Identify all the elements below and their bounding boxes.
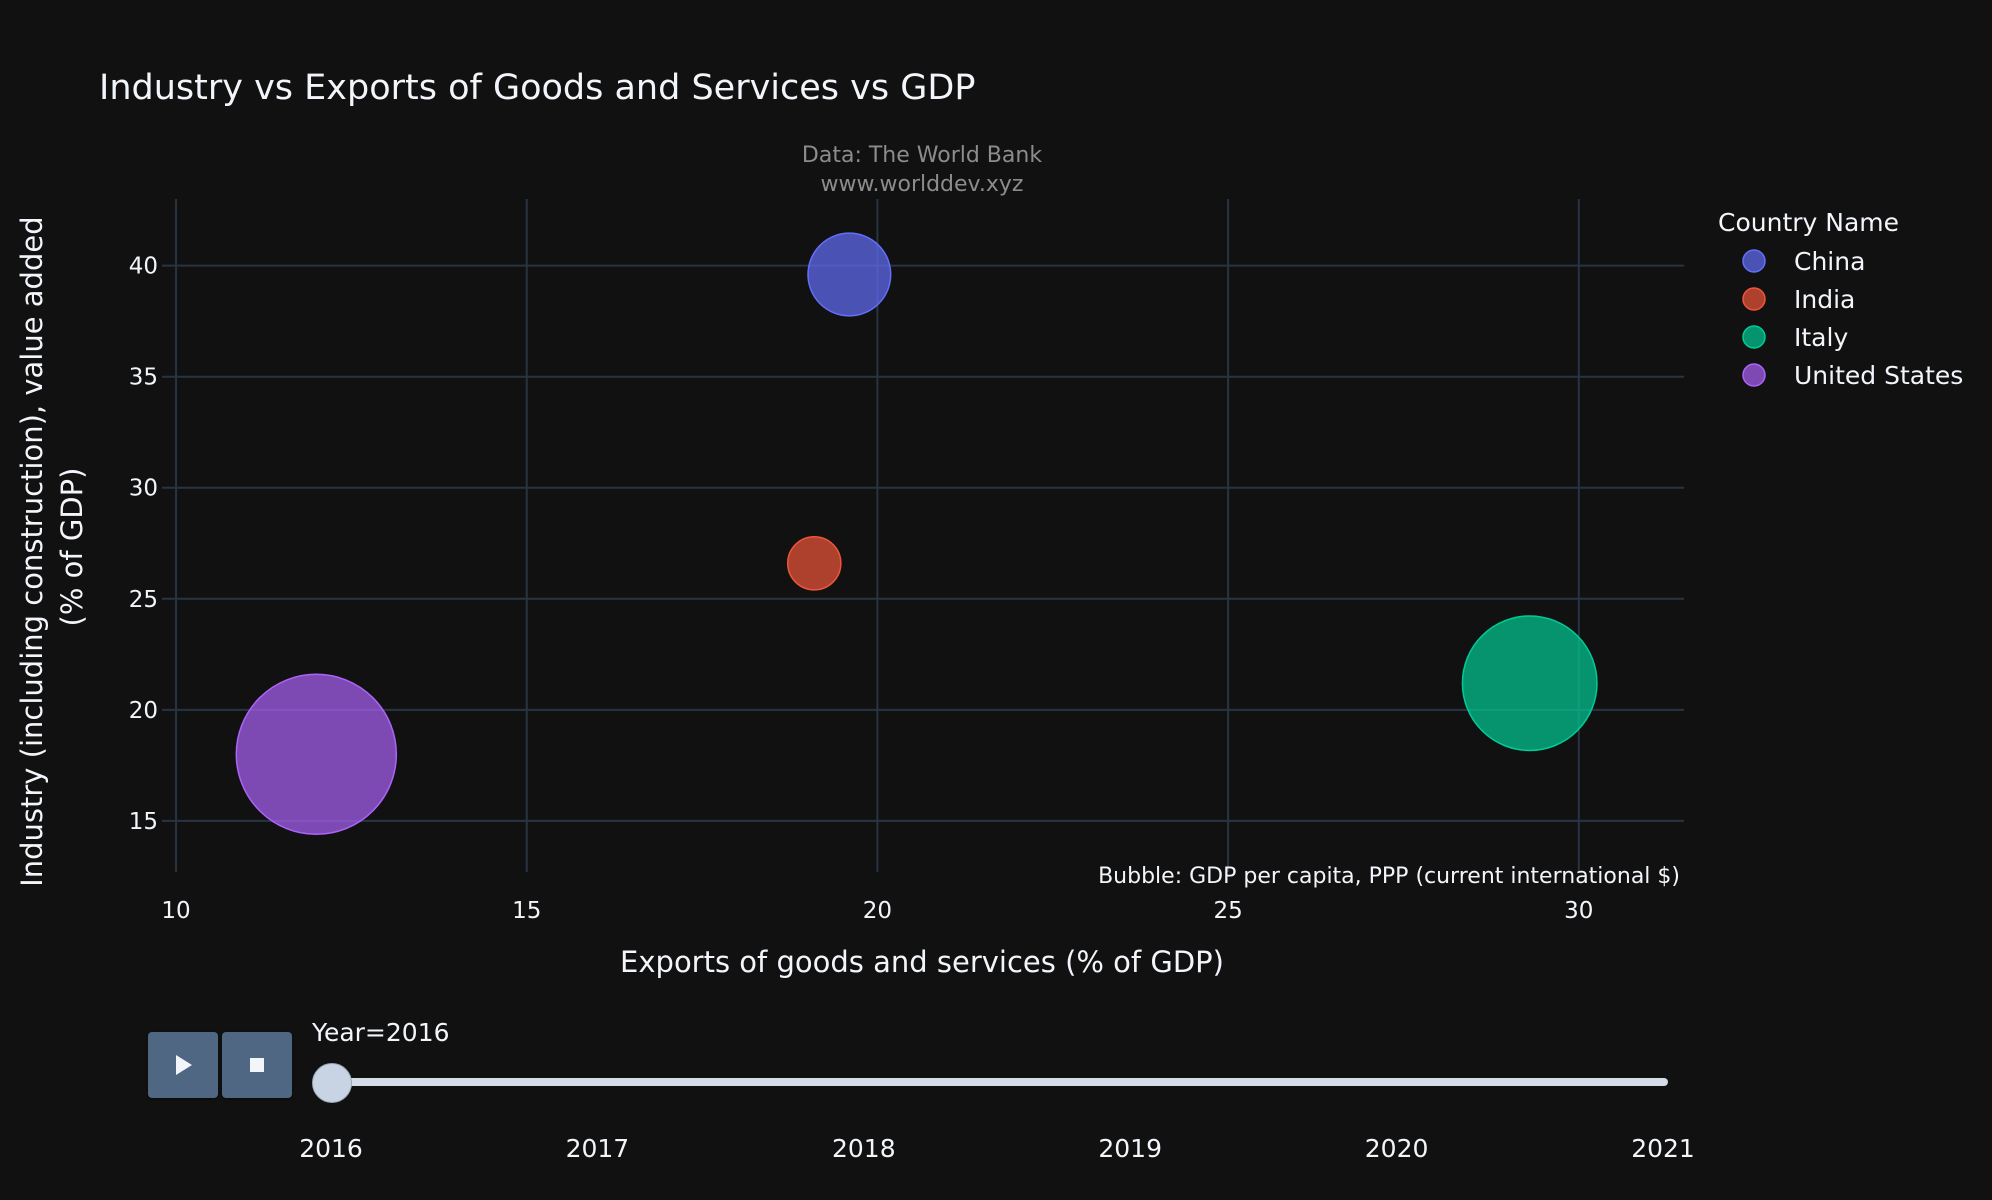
x-tick-label: 30 bbox=[1564, 898, 1593, 924]
bubble-india[interactable] bbox=[786, 535, 842, 591]
y-tick-label: 15 bbox=[129, 809, 158, 835]
y-tick-label: 30 bbox=[129, 476, 158, 502]
legend-item-united-states[interactable]: United States bbox=[1742, 361, 1963, 390]
chart: Industry vs Exports of Goods and Service… bbox=[15, 68, 1963, 979]
bubbles bbox=[235, 232, 1598, 836]
bubble-united-states[interactable] bbox=[235, 673, 398, 836]
x-tick-label: 15 bbox=[512, 898, 541, 924]
legend-marker bbox=[1742, 249, 1766, 273]
year-tick-label[interactable]: 2018 bbox=[831, 1134, 896, 1163]
legend-label: United States bbox=[1794, 361, 1963, 390]
source-line-2: www.worlddev.xyz bbox=[821, 172, 1024, 197]
bubble-size-annotation: Bubble: GDP per capita, PPP (current int… bbox=[1098, 864, 1680, 889]
y-tick-label: 40 bbox=[129, 254, 158, 280]
legend-marker bbox=[1742, 325, 1766, 349]
chart-title: Industry vs Exports of Goods and Service… bbox=[99, 68, 975, 108]
year-tick-label[interactable]: 2019 bbox=[1098, 1134, 1162, 1163]
legend-item-italy[interactable]: Italy bbox=[1742, 323, 1848, 352]
stop-button[interactable] bbox=[222, 1032, 292, 1098]
bubble-china[interactable] bbox=[807, 232, 892, 317]
y-tick-label: 35 bbox=[129, 365, 158, 391]
tick-labels: 10 15 20 25 30 15 20 25 30 35 40 bbox=[129, 254, 1594, 924]
year-slider-handle[interactable] bbox=[312, 1063, 352, 1103]
y-axis-title-line-1: Industry (including construction), value… bbox=[15, 216, 49, 886]
x-tick-label: 10 bbox=[161, 898, 190, 924]
bubble-italy[interactable] bbox=[1461, 615, 1598, 752]
legend[interactable]: China India Italy United States bbox=[1742, 247, 1963, 390]
grid bbox=[162, 199, 1684, 872]
year-tick-label[interactable]: 2017 bbox=[565, 1134, 630, 1163]
year-slider-rail[interactable] bbox=[325, 1078, 1668, 1086]
legend-item-india[interactable]: India bbox=[1742, 285, 1855, 314]
year-tick-label[interactable]: 2020 bbox=[1364, 1134, 1429, 1163]
y-axis-title-line-2: (% of GDP) bbox=[55, 468, 89, 627]
y-tick-label: 25 bbox=[129, 587, 158, 613]
legend-marker bbox=[1742, 287, 1766, 311]
legend-title: Country Name bbox=[1718, 208, 1899, 237]
year-tick-label[interactable]: 2021 bbox=[1631, 1134, 1695, 1163]
slider-current-value: Year=2016 bbox=[312, 1018, 450, 1047]
legend-label: Italy bbox=[1794, 323, 1848, 352]
source-line-1: Data: The World Bank bbox=[802, 143, 1042, 168]
play-button[interactable] bbox=[148, 1032, 218, 1098]
legend-marker bbox=[1742, 363, 1766, 387]
y-tick-label: 20 bbox=[129, 698, 158, 724]
legend-label: India bbox=[1794, 285, 1855, 314]
year-tick-label[interactable]: 2016 bbox=[299, 1134, 363, 1163]
play-icon bbox=[176, 1055, 192, 1075]
x-tick-label: 20 bbox=[863, 898, 892, 924]
legend-item-china[interactable]: China bbox=[1742, 247, 1865, 276]
x-tick-label: 25 bbox=[1213, 898, 1242, 924]
y-axis-title: Industry (including construction), value… bbox=[15, 207, 89, 887]
legend-label: China bbox=[1794, 247, 1865, 276]
x-axis-title: Exports of goods and services (% of GDP) bbox=[620, 945, 1224, 979]
stop-icon bbox=[250, 1058, 264, 1072]
